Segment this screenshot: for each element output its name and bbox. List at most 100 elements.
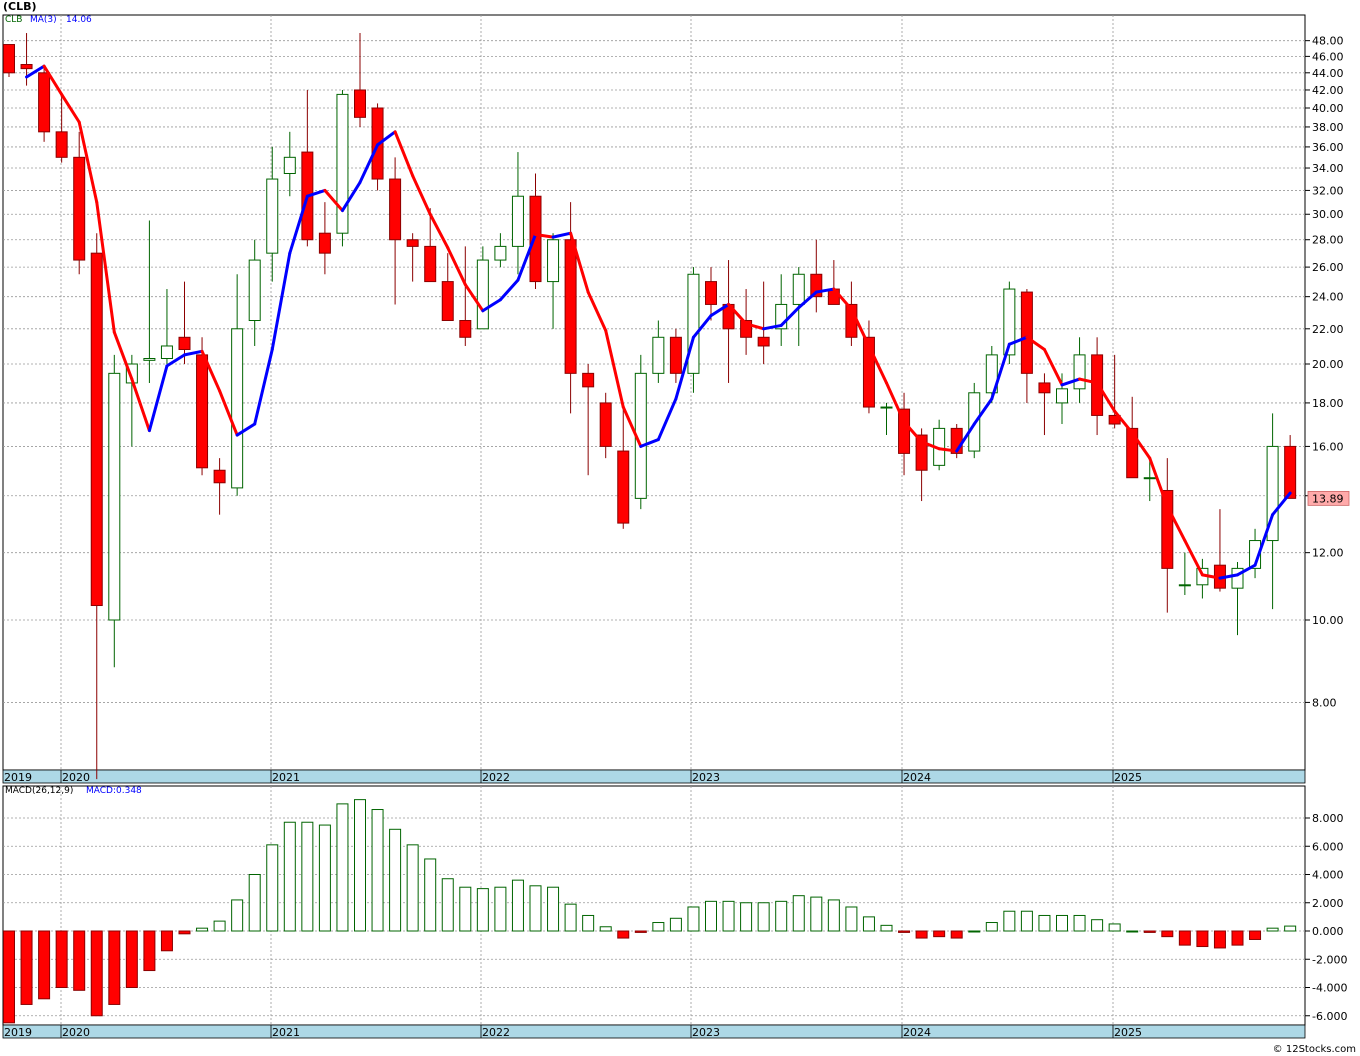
- candle-body: [248, 259, 261, 321]
- candle-body: [775, 303, 788, 330]
- ma-segment: [639, 438, 660, 448]
- macd-tick-label: 6.000: [1312, 840, 1344, 853]
- candle-body: [652, 336, 665, 374]
- macd-bar: [1284, 925, 1297, 932]
- macd-bar: [38, 930, 51, 1000]
- price-tick-label: 44.00: [1312, 67, 1344, 80]
- price-tick-label: 36.00: [1312, 141, 1344, 154]
- macd-bars-group: [3, 799, 1297, 1024]
- macd-bar: [476, 888, 489, 932]
- price-tick-label: 24.00: [1312, 291, 1344, 304]
- ma-segment: [779, 306, 801, 327]
- year-label: 2021: [272, 1026, 300, 1039]
- ma-segment: [1165, 504, 1187, 543]
- macd-bar: [1091, 919, 1104, 932]
- price-tick-label: 16.00: [1312, 440, 1344, 453]
- year-label: 2024: [903, 771, 931, 784]
- macd-bar: [915, 930, 928, 939]
- macd-bar: [406, 844, 419, 932]
- candle-body: [406, 239, 419, 247]
- candle-body: [1038, 382, 1051, 394]
- macd-bar: [1161, 930, 1174, 938]
- macd-bar: [494, 886, 507, 932]
- price-time-axis: [2, 769, 1306, 784]
- ma-segment: [1095, 381, 1117, 413]
- macd-tick-label: -6.000: [1312, 1010, 1347, 1023]
- candle-body: [459, 319, 472, 338]
- macd-bar: [950, 930, 963, 939]
- macd-bar: [459, 886, 472, 932]
- ma-segment: [1113, 409, 1134, 435]
- candle-body: [705, 281, 717, 305]
- ma-segment: [621, 405, 643, 448]
- candle-body: [108, 372, 121, 621]
- chart-title: (CLB): [3, 0, 37, 13]
- ma-segment: [885, 381, 906, 424]
- ma-segment: [674, 335, 695, 401]
- year-label: 2025: [1114, 1026, 1142, 1039]
- candle-body: [3, 44, 15, 74]
- ma-segment: [183, 349, 204, 357]
- price-tick-label: 8.00: [1312, 696, 1337, 709]
- ma-segment: [42, 64, 64, 96]
- price-tick-label: 20.00: [1312, 358, 1344, 371]
- ma-segment: [867, 344, 888, 385]
- macd-bar: [1196, 930, 1209, 948]
- ma-segment: [569, 231, 590, 294]
- candle-body: [547, 239, 560, 283]
- price-tick-label: 48.00: [1312, 35, 1344, 48]
- candle-body: [213, 469, 226, 484]
- ma-segment: [832, 287, 853, 311]
- macd-bar: [283, 821, 296, 932]
- price-tick-label: 40.00: [1312, 102, 1344, 115]
- macd-panel-frame: [2, 785, 1306, 1026]
- ma-segment: [744, 322, 766, 331]
- macd-bar: [722, 900, 735, 932]
- candle-body: [38, 72, 51, 133]
- ma-segment: [77, 120, 99, 204]
- ma-segment: [920, 440, 941, 451]
- macd-bar: [845, 906, 858, 932]
- macd-legend-value: MACD:0.348: [86, 786, 142, 796]
- candle-body: [757, 336, 770, 347]
- candle-body: [669, 336, 682, 374]
- price-tick-label: 26.00: [1312, 261, 1344, 274]
- macd-bar: [1003, 910, 1016, 932]
- macd-tick-label: 2.000: [1312, 897, 1344, 910]
- candle-body: [898, 408, 911, 454]
- ma-segment: [340, 180, 362, 213]
- macd-bar: [705, 900, 717, 932]
- candle-body: [985, 354, 998, 394]
- macd-bar: [318, 824, 331, 932]
- ma-segment: [1148, 456, 1169, 508]
- macd-tick-label: 8.000: [1312, 812, 1344, 825]
- macd-bar: [143, 930, 156, 972]
- macd-bar: [424, 858, 437, 932]
- ma-segment: [288, 194, 309, 255]
- candle-body: [915, 434, 928, 471]
- macd-bar: [55, 930, 68, 988]
- ma-segment: [1130, 431, 1152, 460]
- macd-bar: [810, 896, 823, 932]
- macd-bar: [740, 902, 753, 932]
- macd-bar: [669, 917, 682, 932]
- ma-segment: [955, 422, 976, 453]
- macd-bar: [389, 828, 402, 932]
- price-tick-label: 22.00: [1312, 323, 1344, 336]
- ma-segment: [727, 302, 748, 326]
- macd-bar: [1020, 910, 1033, 932]
- ma-segment: [691, 314, 713, 339]
- macd-bar: [178, 930, 191, 935]
- macd-bar: [617, 930, 630, 939]
- ma-segment: [516, 232, 537, 282]
- year-label: 2019: [4, 771, 32, 784]
- candle-body: [20, 63, 33, 70]
- ma-segment: [1060, 377, 1082, 387]
- ma-segment: [1042, 348, 1064, 387]
- candle-body: [160, 345, 173, 360]
- year-label: 2020: [62, 1026, 90, 1039]
- ma-segment: [1271, 491, 1292, 517]
- macd-bar: [20, 930, 33, 1005]
- candle-body: [231, 328, 244, 489]
